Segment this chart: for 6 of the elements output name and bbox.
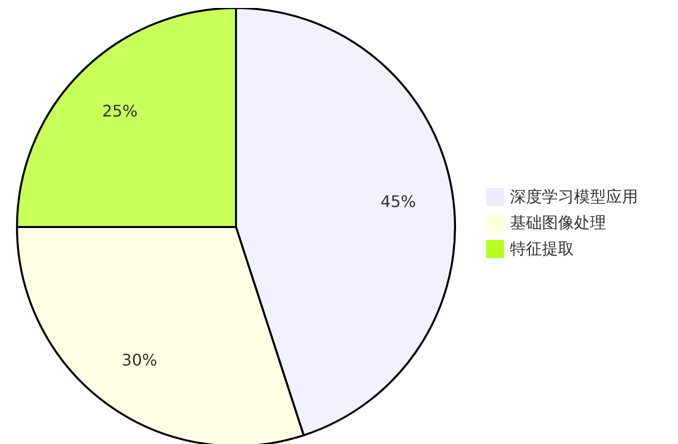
legend-label: 特征提取 <box>510 238 574 260</box>
data-label: 30% <box>122 350 158 370</box>
legend-label: 基础图像处理 <box>510 212 606 234</box>
data-label: 25% <box>102 101 138 120</box>
legend-label: 深度学习模型应用 <box>510 186 638 208</box>
data-label: 45% <box>380 192 416 211</box>
